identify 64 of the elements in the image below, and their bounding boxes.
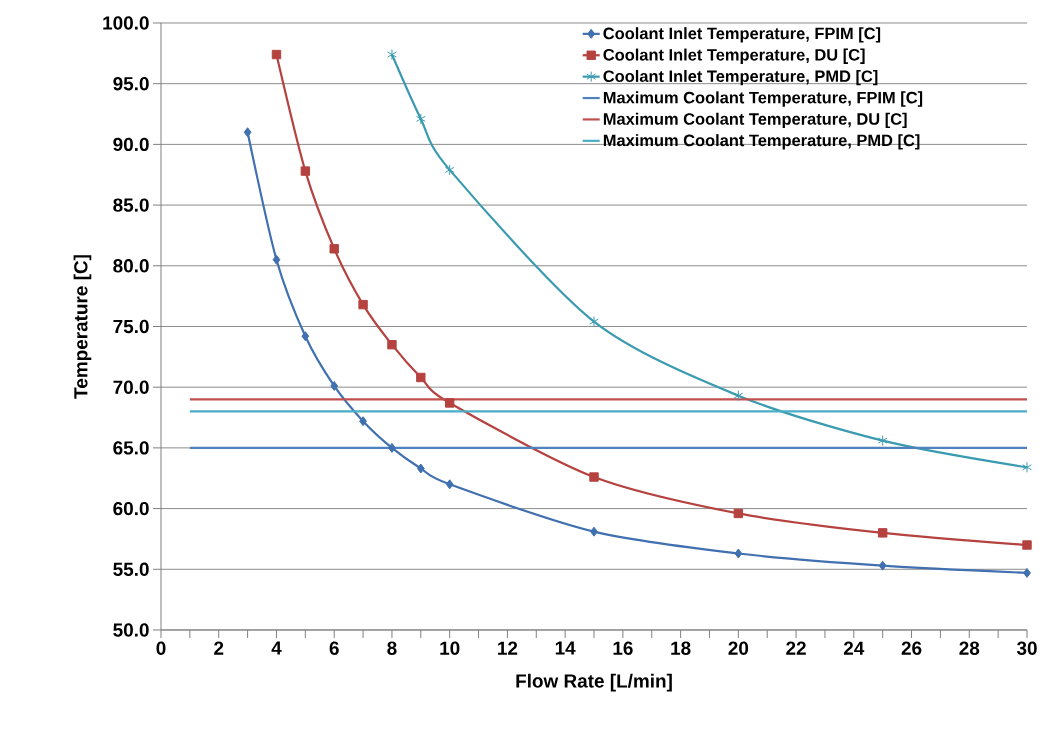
- point: [444, 398, 455, 408]
- x-tick-label: 0: [156, 641, 166, 655]
- point: [271, 49, 282, 60]
- legend-label: Coolant Inlet Temperature, PMD [C]: [603, 69, 878, 86]
- point: [589, 316, 599, 328]
- x-tick-label: 8: [387, 641, 397, 655]
- y-tick-label: 95.0: [113, 76, 149, 91]
- point: [416, 463, 425, 474]
- point: [359, 416, 367, 427]
- point: [301, 331, 310, 342]
- x-tick-label: 16: [613, 641, 633, 655]
- x-tick-label: 20: [728, 641, 749, 655]
- point: [733, 508, 744, 519]
- point: [878, 560, 887, 571]
- point: [416, 372, 426, 383]
- point: [445, 479, 454, 490]
- x-tick-label: 22: [786, 641, 806, 655]
- point: [329, 244, 339, 254]
- point: [300, 166, 311, 176]
- point: [415, 113, 426, 125]
- point: [358, 299, 368, 310]
- point: [387, 49, 397, 61]
- point: [733, 390, 744, 402]
- y-tick-label: 50.0: [113, 623, 149, 637]
- x-tick-label: 14: [555, 641, 576, 655]
- x-tick-label: 10: [440, 641, 460, 655]
- y-tick-label: 60.0: [113, 501, 149, 516]
- y-tick-label: 55.0: [113, 562, 149, 576]
- y-tick-label: 75.0: [113, 319, 149, 334]
- x-tick-label: 6: [329, 641, 339, 655]
- x-tick-label: 4: [271, 641, 282, 655]
- point: [877, 435, 888, 447]
- point: [330, 380, 339, 391]
- y-tick-label: 90.0: [113, 137, 149, 152]
- point: [243, 127, 252, 138]
- y-tick-label: 80.0: [113, 259, 149, 273]
- x-tick-label: 2: [214, 641, 224, 655]
- y-tick-label: 100.0: [103, 16, 149, 30]
- x-tick-label: 30: [1016, 641, 1037, 655]
- point: [877, 528, 888, 538]
- point: [444, 164, 455, 176]
- point: [388, 442, 396, 453]
- point: [387, 339, 397, 350]
- x-tick-label: 12: [498, 641, 518, 655]
- y-tick-label: 70.0: [113, 380, 149, 394]
- legend-label: Coolant Inlet Temperature, DU [C]: [603, 48, 865, 64]
- y-axis-title: Temperature [C]: [73, 255, 92, 399]
- legend-label: Coolant Inlet Temperature, FPIM [C]: [603, 27, 881, 43]
- legend-label: Maximum Coolant Temperature, DU [C]: [603, 112, 907, 129]
- x-tick-label: 28: [959, 641, 980, 655]
- x-tick-label: 18: [671, 641, 691, 655]
- point: [589, 472, 599, 482]
- x-axis-title: Flow Rate [L/min]: [516, 673, 672, 692]
- legend-label: Maximum Coolant Temperature, PMD [C]: [603, 134, 920, 150]
- point: [734, 548, 743, 559]
- y-tick-label: 65.0: [113, 441, 149, 455]
- point: [1022, 540, 1032, 550]
- legend-label: Maximum Coolant Temperature, FPIM [C]: [603, 91, 923, 107]
- x-tick-label: 24: [843, 641, 865, 655]
- point: [590, 526, 598, 537]
- x-tick-label: 26: [901, 641, 922, 655]
- y-tick-label: 85.0: [113, 198, 149, 212]
- point: [1022, 461, 1032, 473]
- point: [272, 254, 281, 265]
